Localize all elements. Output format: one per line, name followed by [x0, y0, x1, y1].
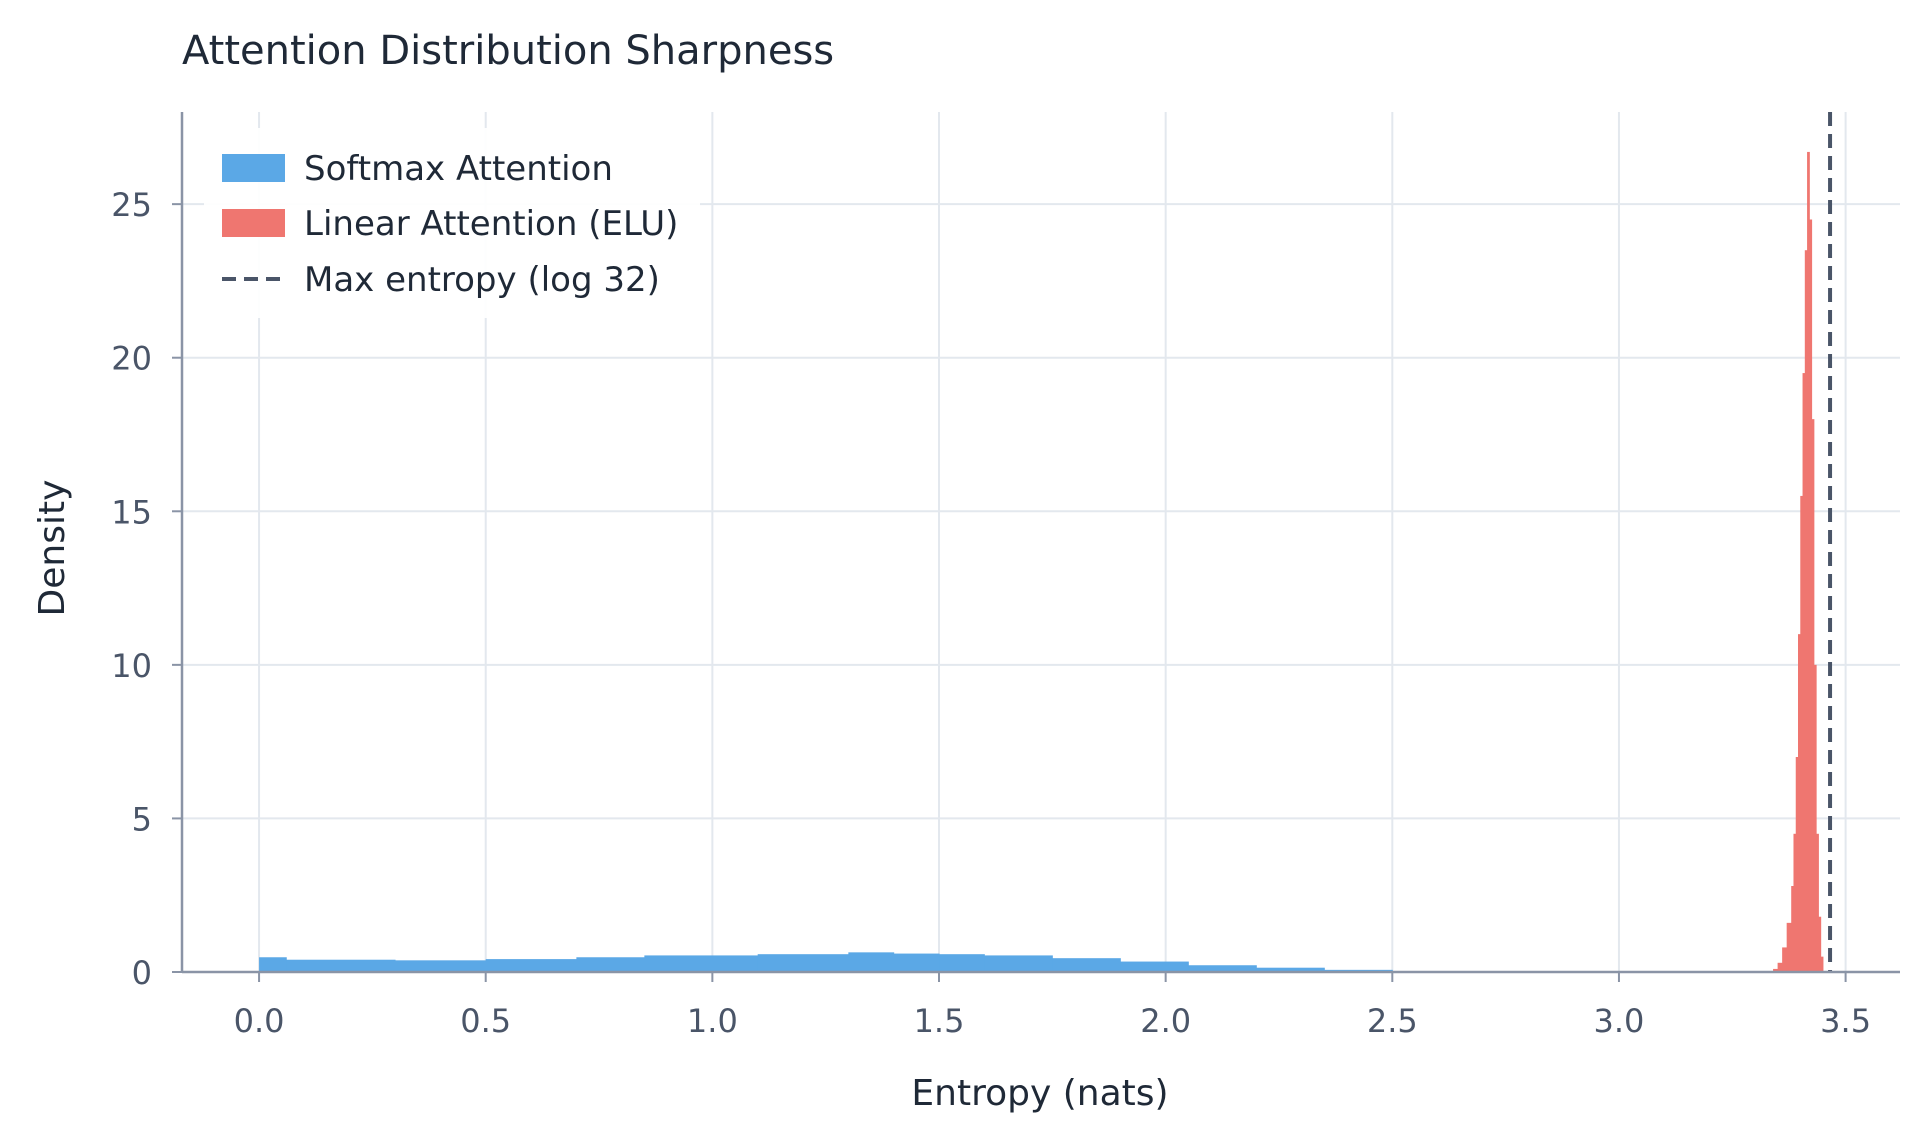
softmax-bar [395, 960, 486, 972]
softmax-bar [894, 954, 940, 972]
x-tick-label: 3.5 [1820, 1002, 1871, 1040]
softmax-bar [939, 954, 985, 972]
y-tick-label: 5 [132, 800, 152, 838]
x-tick-label: 3.0 [1594, 1002, 1645, 1040]
softmax-bar [1120, 962, 1188, 972]
softmax-bar [644, 955, 758, 972]
x-tick-label: 2.0 [1140, 1002, 1191, 1040]
y-tick-label: 0 [132, 954, 152, 992]
legend-swatch-linear [222, 209, 285, 237]
softmax-bar [259, 957, 287, 972]
softmax-bar [576, 957, 644, 972]
x-tick-label: 1.5 [914, 1002, 965, 1040]
linear-attention-bar [1821, 957, 1824, 972]
softmax-bar [984, 955, 1052, 972]
softmax-bar [286, 960, 395, 972]
x-axis-label: Entropy (nats) [911, 1073, 1168, 1114]
legend-swatch-softmax [222, 154, 285, 182]
legend-label-linear: Linear Attention (ELU) [304, 204, 678, 244]
y-tick-label: 25 [111, 186, 152, 224]
x-tick-label: 0.5 [460, 1002, 511, 1040]
linear-attention-bar [1782, 947, 1787, 972]
legend: Softmax Attention Linear Attention (ELU)… [204, 128, 700, 318]
y-tick-label: 15 [111, 493, 152, 531]
softmax-bar [758, 954, 849, 972]
softmax-bar [1052, 958, 1120, 972]
x-tick-label: 1.0 [687, 1002, 738, 1040]
legend-label-softmax: Softmax Attention [304, 149, 613, 189]
x-tick-label: 2.5 [1367, 1002, 1418, 1040]
y-tick-label: 20 [111, 340, 152, 378]
y-tick-label: 10 [111, 647, 152, 685]
legend-label-max-entropy: Max entropy (log 32) [304, 260, 660, 300]
chart-title: Attention Distribution Sharpness [182, 28, 834, 74]
linear-attention-bar [1778, 963, 1783, 972]
softmax-bar [486, 959, 577, 972]
softmax-bar [848, 952, 894, 972]
linear-attention-bar [1787, 923, 1792, 972]
y-axis-label: Density [32, 480, 73, 617]
x-tick-label: 0.0 [234, 1002, 285, 1040]
